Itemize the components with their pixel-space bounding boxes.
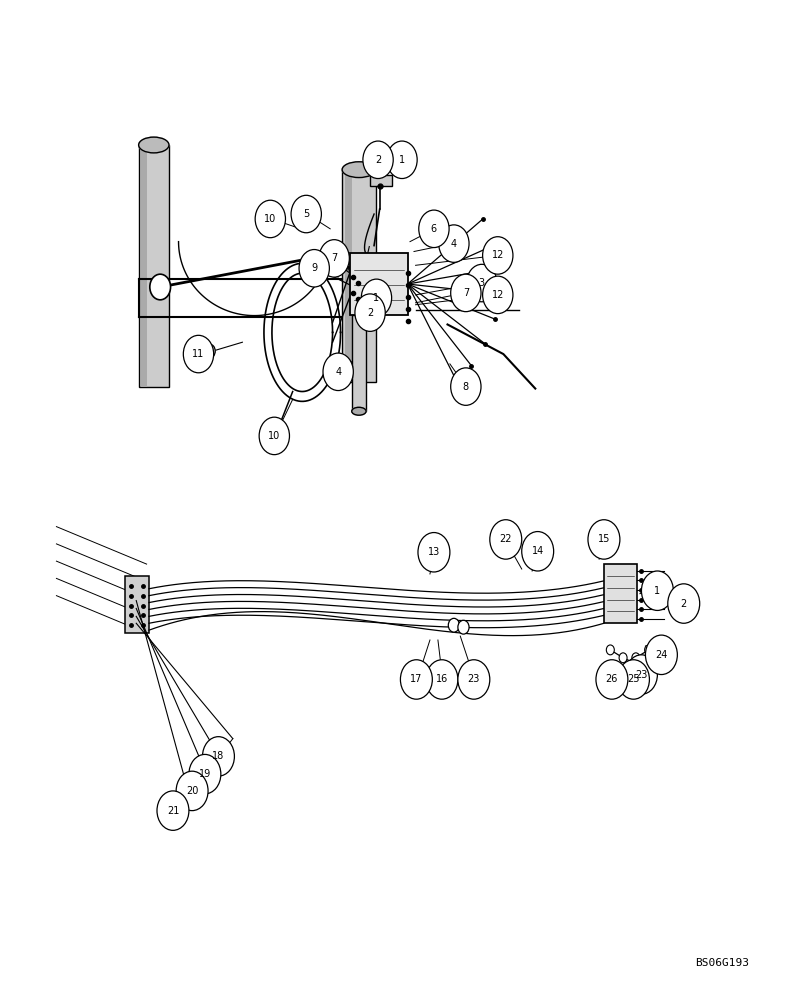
Text: 13: 13	[427, 547, 440, 557]
Text: 25: 25	[626, 674, 639, 684]
Circle shape	[259, 417, 289, 455]
Circle shape	[644, 645, 652, 655]
FancyBboxPatch shape	[141, 145, 148, 387]
Text: BS06G193: BS06G193	[694, 958, 749, 968]
Circle shape	[255, 200, 285, 238]
Circle shape	[323, 353, 353, 391]
Text: 10: 10	[264, 214, 276, 224]
Text: 4: 4	[450, 239, 457, 249]
Text: 1: 1	[373, 293, 379, 303]
Circle shape	[363, 141, 393, 179]
Circle shape	[587, 520, 619, 559]
Circle shape	[361, 279, 391, 317]
Circle shape	[189, 754, 221, 794]
Circle shape	[618, 653, 626, 663]
Ellipse shape	[139, 137, 169, 153]
Text: 26: 26	[605, 674, 617, 684]
Circle shape	[149, 274, 170, 300]
Circle shape	[176, 771, 208, 811]
Text: 20: 20	[186, 786, 198, 796]
Circle shape	[290, 195, 321, 233]
Text: 14: 14	[531, 546, 543, 556]
Text: 16: 16	[436, 674, 448, 684]
FancyBboxPatch shape	[344, 170, 351, 382]
Circle shape	[418, 533, 449, 572]
Circle shape	[400, 660, 431, 699]
Text: 10: 10	[268, 431, 280, 441]
Text: 7: 7	[331, 253, 337, 263]
Text: 21: 21	[166, 806, 179, 816]
Text: 24: 24	[654, 650, 667, 660]
Circle shape	[521, 532, 553, 571]
Text: 8: 8	[462, 382, 468, 392]
Text: 12: 12	[491, 250, 504, 260]
FancyBboxPatch shape	[350, 253, 407, 315]
Ellipse shape	[341, 162, 375, 178]
Text: 7: 7	[462, 288, 469, 298]
Circle shape	[631, 653, 639, 663]
Circle shape	[450, 274, 480, 312]
FancyBboxPatch shape	[370, 175, 392, 186]
Text: 18: 18	[212, 751, 225, 761]
Circle shape	[457, 660, 489, 699]
Text: 2: 2	[375, 155, 380, 165]
Circle shape	[624, 655, 657, 694]
Text: 2: 2	[680, 599, 686, 609]
Circle shape	[616, 660, 649, 699]
Text: 12: 12	[491, 290, 504, 300]
Circle shape	[489, 520, 521, 559]
Text: 22: 22	[499, 534, 512, 544]
Text: 23: 23	[634, 670, 647, 680]
Circle shape	[606, 645, 614, 655]
Text: 5: 5	[303, 209, 309, 219]
Circle shape	[418, 210, 448, 248]
FancyBboxPatch shape	[139, 145, 169, 387]
Circle shape	[202, 737, 234, 776]
Circle shape	[191, 347, 205, 365]
Circle shape	[183, 335, 213, 373]
Circle shape	[450, 368, 480, 405]
Text: 15: 15	[597, 534, 609, 544]
Text: 6: 6	[431, 224, 436, 234]
Text: 17: 17	[410, 674, 422, 684]
Circle shape	[482, 276, 513, 314]
Circle shape	[319, 240, 349, 277]
Circle shape	[457, 620, 469, 634]
Text: 11: 11	[192, 349, 204, 359]
Text: 2: 2	[367, 308, 373, 318]
Circle shape	[354, 294, 384, 331]
Ellipse shape	[351, 407, 366, 415]
Circle shape	[157, 791, 189, 830]
FancyBboxPatch shape	[125, 576, 149, 633]
Circle shape	[466, 264, 496, 302]
Text: 1: 1	[398, 155, 405, 165]
Text: 4: 4	[335, 367, 341, 377]
Text: 3: 3	[478, 278, 484, 288]
Circle shape	[482, 237, 513, 274]
Circle shape	[426, 660, 457, 699]
Text: 23: 23	[467, 674, 479, 684]
Circle shape	[386, 141, 417, 179]
FancyBboxPatch shape	[351, 315, 366, 411]
Circle shape	[298, 250, 329, 287]
FancyBboxPatch shape	[603, 564, 637, 623]
Text: 1: 1	[654, 586, 659, 596]
Circle shape	[204, 344, 215, 358]
Circle shape	[438, 225, 469, 262]
Text: 19: 19	[199, 769, 211, 779]
FancyBboxPatch shape	[341, 170, 375, 382]
Circle shape	[595, 660, 627, 699]
Circle shape	[641, 571, 672, 610]
Circle shape	[667, 584, 699, 623]
Circle shape	[448, 618, 459, 632]
Text: 9: 9	[311, 263, 317, 273]
Circle shape	[645, 635, 676, 675]
